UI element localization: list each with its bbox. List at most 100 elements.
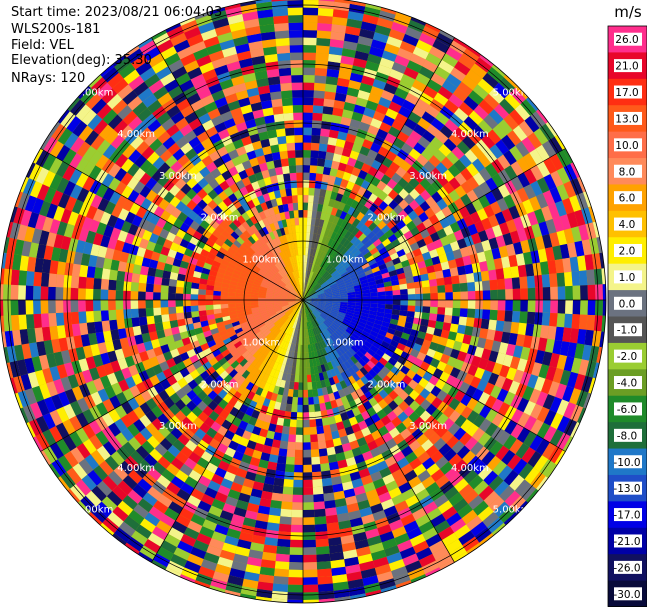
velocity-gate [477,432,492,447]
velocity-gate [353,284,362,290]
velocity-gate [343,188,352,198]
velocity-gate [393,194,404,205]
velocity-gate [322,371,329,380]
velocity-gate [117,480,133,496]
velocity-gate [385,150,397,162]
velocity-gate [179,574,196,583]
velocity-gate [323,492,335,502]
velocity-gate [429,341,439,352]
velocity-gate [464,436,478,451]
velocity-gate [348,215,357,225]
velocity-gate [227,489,241,500]
velocity-gate [381,157,393,168]
velocity-gate [435,425,448,438]
velocity-gate [317,301,326,304]
velocity-gate [378,389,389,400]
velocity-gate [425,403,438,416]
velocity-gate [350,390,360,401]
velocity-gate [121,427,134,442]
velocity-gate [351,227,360,236]
velocity-gate [373,206,384,217]
velocity-gate [290,374,296,382]
velocity-gate [350,235,359,245]
velocity-gate [445,251,456,262]
velocity-gate [556,184,570,201]
velocity-gate [338,267,346,274]
velocity-gate [376,282,385,289]
velocity-gate [298,314,301,323]
velocity-gate [257,412,266,422]
velocity-gate [159,437,173,451]
velocity-gate [325,254,332,263]
velocity-gate [292,321,296,329]
velocity-gate [484,249,494,261]
velocity-gate [279,440,289,450]
velocity-gate [233,506,247,518]
velocity-gate [433,239,443,249]
velocity-gate [451,315,460,325]
velocity-gate [349,517,364,528]
velocity-gate [343,360,352,370]
velocity-gate [335,348,343,357]
velocity-gate [421,148,434,161]
velocity-gate [416,154,429,167]
velocity-gate [346,18,363,29]
velocity-gate [313,310,320,316]
velocity-gate [408,111,422,124]
velocity-gate [187,520,203,533]
velocity-gate [270,500,282,509]
velocity-gate [460,361,471,374]
velocity-gate [317,276,324,284]
velocity-gate [381,538,398,550]
velocity-gate [317,300,326,303]
velocity-gate [425,142,439,156]
velocity-gate [245,372,254,382]
velocity-gate [330,239,337,248]
velocity-gate [391,314,400,321]
velocity-gate [332,107,344,117]
velocity-gate [467,282,476,292]
velocity-gate [354,176,365,187]
velocity-gate [324,292,333,296]
velocity-gate [280,315,288,322]
velocity-gate [256,435,267,445]
velocity-gate [477,506,494,522]
velocity-gate [356,153,368,163]
velocity-gate [464,264,474,275]
velocity-gate [523,168,537,185]
velocity-gate [339,324,347,331]
velocity-gate [475,290,483,300]
velocity-gate [345,133,357,144]
velocity-gate [309,263,313,271]
velocity-gate [442,268,452,278]
velocity-gate [510,161,524,177]
velocity-gate [502,354,514,368]
velocity-gate [422,251,432,261]
velocity-gate [460,167,473,181]
velocity-gate [391,94,406,107]
velocity-gate [213,404,224,416]
velocity-gate [498,119,513,135]
velocity-gate [431,191,443,203]
velocity-gate [430,300,438,308]
velocity-gate [310,150,319,159]
velocity-gate [211,531,227,543]
velocity-gate [316,425,325,435]
velocity-gate [339,288,347,293]
velocity-gate [344,426,355,436]
velocity-gate [291,305,298,311]
velocity-gate [290,320,295,328]
velocity-gate [287,441,296,450]
velocity-gate [373,196,384,207]
velocity-gate [343,249,351,258]
velocity-gate [370,39,387,51]
velocity-gate [423,160,436,173]
velocity-gate [355,369,365,379]
velocity-gate [85,490,102,507]
velocity-gate [310,321,314,329]
velocity-gate [404,118,418,131]
velocity-gate [523,184,536,200]
velocity-gate [339,290,348,295]
velocity-gate [369,387,379,398]
velocity-gate [128,469,143,484]
